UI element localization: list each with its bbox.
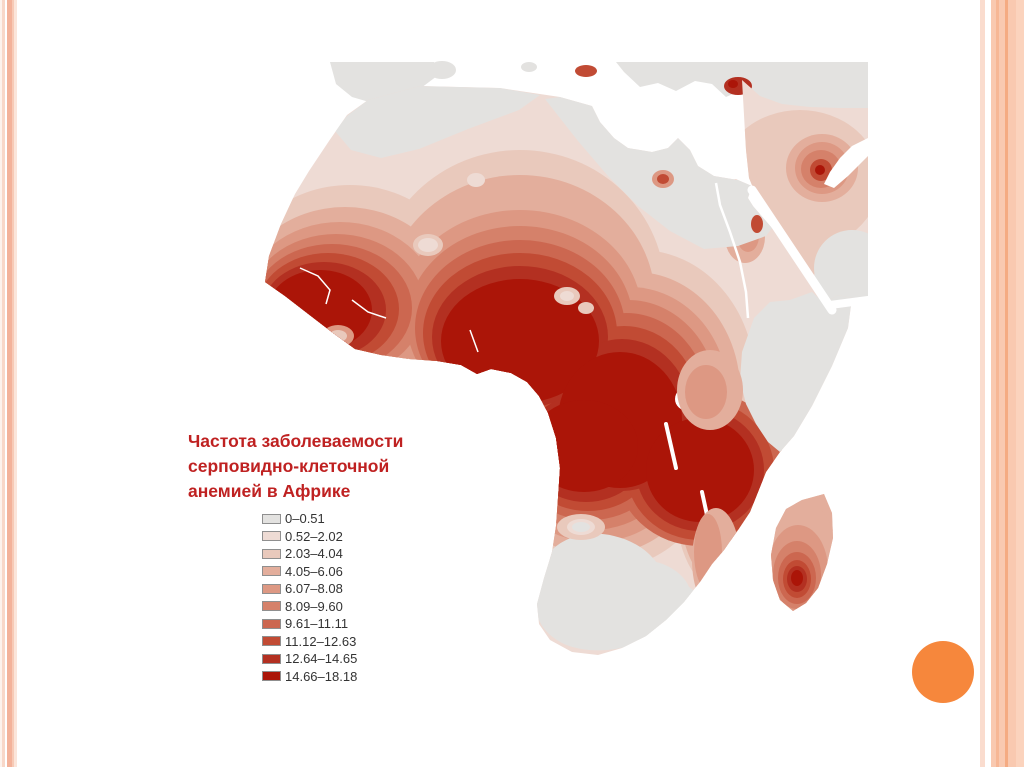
legend-label: 9.61–11.11 [285, 616, 349, 632]
legend-label: 14.66–18.18 [285, 668, 358, 684]
river [299, 267, 331, 305]
red-sea [747, 185, 837, 315]
legend-row: 0–0.51 [262, 510, 357, 528]
map-title-line3: анемией в Африке [188, 481, 351, 501]
legend-row: 8.09–9.60 [262, 598, 357, 616]
left-border-stripes [0, 0, 18, 767]
gulf-of-suez [748, 190, 766, 214]
island [428, 61, 456, 79]
island-red [575, 65, 597, 77]
anatolia-hotspot-core [728, 80, 738, 88]
island [521, 62, 537, 72]
gulf-of-aden [826, 296, 872, 309]
legend-label: 8.09–9.60 [285, 598, 343, 614]
legend-label: 2.03–4.04 [285, 546, 343, 562]
legend-swatch [262, 513, 281, 524]
legend-label: 0.52–2.02 [285, 528, 343, 544]
legend-swatch [262, 548, 281, 559]
right-border-stripes [978, 0, 1024, 767]
legend-row: 6.07–8.08 [262, 580, 357, 598]
map-title-line1: Частота заболеваемости [188, 431, 404, 451]
lake-tanganyika [664, 422, 678, 470]
legend-swatch [262, 566, 281, 577]
legend-row: 2.03–4.04 [262, 545, 357, 563]
legend-swatch [262, 618, 281, 629]
madagascar-region [771, 494, 833, 611]
legend-label: 12.64–14.65 [285, 651, 358, 667]
accent-circle [912, 641, 974, 703]
legend-swatch [262, 636, 281, 647]
legend-swatch [262, 671, 281, 682]
map-title: Частота заболеваемости серповидно-клеточ… [188, 429, 428, 504]
river [469, 329, 479, 353]
legend-row: 11.12–12.63 [262, 633, 357, 651]
legend-row: 0.52–2.02 [262, 528, 357, 546]
legend-row: 4.05–6.06 [262, 563, 357, 581]
legend-row: 9.61–11.11 [262, 615, 357, 633]
legend-label: 0–0.51 [285, 511, 325, 527]
map-legend: 0–0.51 0.52–2.02 2.03–4.04 4.05–6.06 6.0… [262, 510, 357, 685]
legend-swatch [262, 531, 281, 542]
nile-river [714, 182, 750, 319]
map-title-line2: серповидно-клеточной [188, 456, 390, 476]
river [351, 299, 387, 319]
legend-label: 6.07–8.08 [285, 581, 343, 597]
legend-label: 11.12–12.63 [285, 633, 357, 649]
legend-row: 12.64–14.65 [262, 650, 357, 668]
legend-label: 4.05–6.06 [285, 563, 343, 579]
legend-swatch [262, 583, 281, 594]
iberia-landmass [330, 62, 437, 104]
legend-swatch [262, 601, 281, 612]
legend-row: 14.66–18.18 [262, 668, 357, 686]
legend-swatch [262, 653, 281, 664]
